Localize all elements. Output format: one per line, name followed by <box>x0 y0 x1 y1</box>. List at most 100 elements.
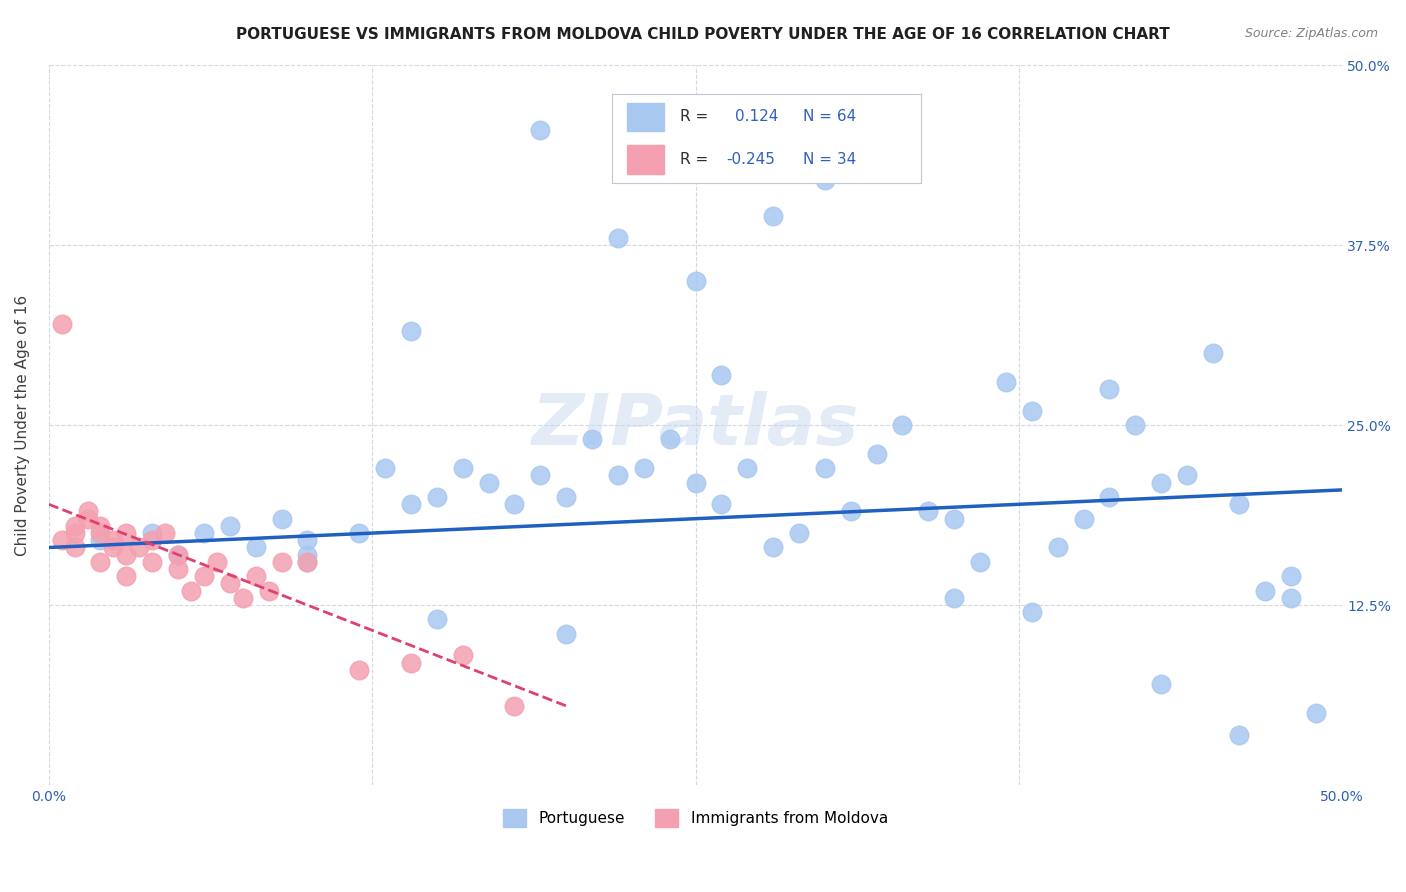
Text: N = 64: N = 64 <box>803 110 856 124</box>
Point <box>477 475 499 490</box>
Point <box>891 418 914 433</box>
Point <box>89 533 111 548</box>
Point <box>297 533 319 548</box>
Point <box>503 497 526 511</box>
Point <box>167 562 190 576</box>
Point <box>1046 541 1069 555</box>
Point <box>128 541 150 555</box>
Point <box>606 231 628 245</box>
Point <box>347 526 370 541</box>
Point <box>710 368 733 382</box>
Point <box>555 490 578 504</box>
Text: PORTUGUESE VS IMMIGRANTS FROM MOLDOVA CHILD POVERTY UNDER THE AGE OF 16 CORRELAT: PORTUGUESE VS IMMIGRANTS FROM MOLDOVA CH… <box>236 27 1170 42</box>
Point <box>232 591 254 605</box>
Point <box>1305 706 1327 720</box>
Text: N = 34: N = 34 <box>803 153 856 167</box>
Point <box>297 555 319 569</box>
Point <box>51 533 73 548</box>
Point <box>865 447 887 461</box>
Text: -0.245: -0.245 <box>725 153 775 167</box>
Point <box>1279 569 1302 583</box>
Point <box>865 130 887 145</box>
Text: R =: R = <box>679 110 707 124</box>
Point <box>1098 382 1121 396</box>
Point <box>193 569 215 583</box>
Text: ZIPatlas: ZIPatlas <box>531 391 859 459</box>
Point <box>1202 346 1225 360</box>
Point <box>581 433 603 447</box>
Point <box>193 526 215 541</box>
Point <box>685 475 707 490</box>
Point <box>762 209 785 223</box>
Point <box>735 461 758 475</box>
Point <box>399 497 422 511</box>
Point <box>1279 591 1302 605</box>
Point <box>1021 403 1043 417</box>
Point <box>63 526 86 541</box>
Point <box>63 519 86 533</box>
Point <box>297 555 319 569</box>
Point <box>710 497 733 511</box>
Point <box>115 569 138 583</box>
Point <box>374 461 396 475</box>
Point <box>115 548 138 562</box>
Point <box>76 504 98 518</box>
Text: Source: ZipAtlas.com: Source: ZipAtlas.com <box>1244 27 1378 40</box>
Point <box>1098 490 1121 504</box>
Point <box>347 663 370 677</box>
Point <box>297 548 319 562</box>
Point <box>787 526 810 541</box>
Point <box>1123 418 1146 433</box>
Point <box>1073 511 1095 525</box>
Point <box>167 548 190 562</box>
Point <box>153 526 176 541</box>
Point <box>245 569 267 583</box>
Point <box>555 627 578 641</box>
Point <box>89 526 111 541</box>
Point <box>814 461 837 475</box>
Point <box>994 375 1017 389</box>
Point <box>1175 468 1198 483</box>
Point <box>426 490 449 504</box>
Point <box>943 511 966 525</box>
Point <box>633 461 655 475</box>
Point <box>218 519 240 533</box>
Point <box>141 555 163 569</box>
Point <box>141 526 163 541</box>
Point <box>141 533 163 548</box>
Point <box>529 468 551 483</box>
Point <box>426 612 449 626</box>
Point <box>1227 497 1250 511</box>
Point <box>103 541 125 555</box>
Point <box>658 433 681 447</box>
Point <box>89 555 111 569</box>
Point <box>1150 677 1173 691</box>
Point <box>685 274 707 288</box>
Point <box>115 526 138 541</box>
Point <box>839 504 862 518</box>
Point <box>167 548 190 562</box>
Point <box>205 555 228 569</box>
Point <box>943 591 966 605</box>
Point <box>76 511 98 525</box>
Point <box>1227 728 1250 742</box>
Text: R =: R = <box>679 153 707 167</box>
Y-axis label: Child Poverty Under the Age of 16: Child Poverty Under the Age of 16 <box>15 294 30 556</box>
Point <box>51 318 73 332</box>
Point <box>969 555 991 569</box>
Point <box>762 541 785 555</box>
Point <box>451 648 474 663</box>
Point <box>103 533 125 548</box>
Text: 0.124: 0.124 <box>735 110 779 124</box>
Point <box>399 656 422 670</box>
Point <box>1253 583 1275 598</box>
Point <box>606 468 628 483</box>
Point <box>89 519 111 533</box>
Point <box>270 555 292 569</box>
Point <box>399 325 422 339</box>
Point <box>917 504 939 518</box>
Point <box>63 541 86 555</box>
Point <box>529 123 551 137</box>
Point <box>814 173 837 187</box>
Point <box>270 511 292 525</box>
